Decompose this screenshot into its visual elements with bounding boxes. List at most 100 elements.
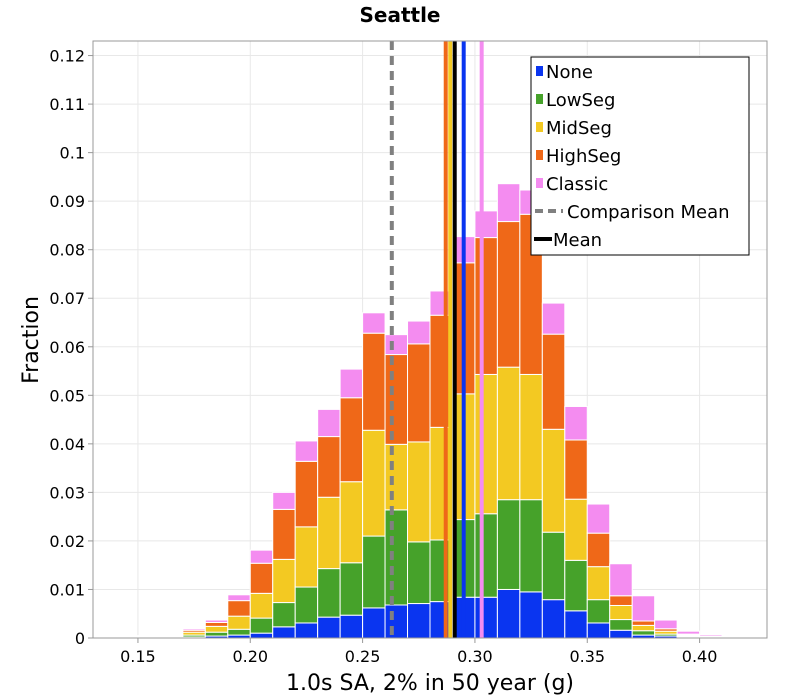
bar-midseg <box>317 496 341 570</box>
legend-swatch-lowseg <box>536 94 543 104</box>
bar-none <box>496 588 521 639</box>
y-tick-label: 0.02 <box>49 532 85 551</box>
bar-none <box>407 603 431 639</box>
legend-label-highseg: HighSeg <box>546 146 621 167</box>
bar-midseg <box>496 366 521 501</box>
bar-midseg <box>272 558 296 604</box>
legend-swatch-classic <box>536 178 543 188</box>
y-tick-label: 0.07 <box>49 289 85 308</box>
legend-label-mean: Mean <box>553 230 602 251</box>
bar-highseg <box>384 354 409 445</box>
bar-highseg <box>609 595 633 606</box>
legend-box <box>530 56 750 256</box>
legend-swatch-highseg <box>536 150 543 160</box>
bar-classic <box>317 408 341 438</box>
bar-classic <box>496 183 521 223</box>
bar-highseg <box>586 532 611 568</box>
y-tick-label: 0.09 <box>49 192 85 211</box>
bar-lowseg <box>586 599 611 624</box>
bar-midseg <box>474 373 498 515</box>
legend: None LowSeg MidSeg HighSeg Classic Comparison… <box>530 56 750 256</box>
bar-classic <box>541 302 566 335</box>
bar-none <box>586 622 611 639</box>
bar-lowseg <box>272 602 296 628</box>
bar-highseg <box>496 221 521 368</box>
bar-classic <box>564 405 588 441</box>
x-tick-label: 0.35 <box>569 647 605 666</box>
bar-classic <box>249 549 274 564</box>
y-axis-label: Fraction <box>19 296 44 384</box>
bar-lowseg <box>474 513 498 598</box>
legend-swatch-none <box>536 66 543 76</box>
bar-midseg <box>564 498 588 561</box>
legend-label-lowseg: LowSeg <box>546 90 615 111</box>
legend-label-none: None <box>546 62 593 83</box>
bar-none <box>474 596 498 639</box>
bar-highseg <box>631 620 656 626</box>
bar-lowseg <box>339 562 364 616</box>
x-tick-label: 0.15 <box>120 647 156 666</box>
bar-none <box>339 614 364 639</box>
bar-none <box>609 629 633 639</box>
bar-lowseg <box>564 559 588 612</box>
bar-midseg <box>407 441 431 543</box>
bar-lowseg <box>609 619 633 631</box>
bar-midseg <box>586 566 611 601</box>
bar-none <box>294 622 319 639</box>
bars-layer <box>137 183 746 639</box>
bar-classic <box>699 634 723 637</box>
x-tick-label: 0.20 <box>232 647 268 666</box>
bar-midseg <box>204 625 229 633</box>
bar-classic <box>631 595 656 622</box>
x-axis-label: 1.0s SA, 2% in 50 year (g) <box>286 671 574 696</box>
bar-none <box>384 604 409 639</box>
bar-classic <box>362 312 386 334</box>
bar-none <box>272 626 296 639</box>
bar-classic <box>586 503 611 534</box>
bar-lowseg <box>496 499 521 590</box>
legend-swatch-midseg <box>536 122 543 132</box>
bar-midseg <box>362 429 386 537</box>
chart-title: Seattle <box>359 3 440 27</box>
bar-classic <box>294 440 319 462</box>
bar-classic <box>654 619 678 630</box>
bar-classic <box>407 320 431 345</box>
bar-midseg <box>249 592 274 619</box>
bar-lowseg <box>294 586 319 624</box>
bar-highseg <box>204 621 229 627</box>
bar-classic <box>182 628 206 631</box>
bar-lowseg <box>362 535 386 609</box>
bar-highseg <box>227 600 251 617</box>
y-tick-label: 0.05 <box>49 386 85 405</box>
bar-highseg <box>407 343 431 443</box>
y-tick-label: 0 <box>75 629 85 648</box>
bar-midseg <box>227 615 251 630</box>
y-tick-label: 0.12 <box>49 47 85 66</box>
bar-none <box>564 610 588 639</box>
bar-classic <box>384 334 409 356</box>
y-tick-label: 0.03 <box>49 483 85 502</box>
bar-classic <box>676 630 701 635</box>
bar-classic <box>609 563 633 597</box>
x-tick-label: 0.30 <box>457 647 493 666</box>
bar-none <box>541 599 566 639</box>
vertical-lines-layer <box>389 41 484 638</box>
y-tick-label: 0.11 <box>49 95 85 114</box>
bar-lowseg <box>631 630 656 636</box>
bar-classic <box>159 633 184 636</box>
bar-classic <box>339 368 364 399</box>
bar-lowseg <box>249 617 274 634</box>
bar-midseg <box>384 443 409 511</box>
y-tick-label: 0.06 <box>49 338 85 357</box>
y-tick-label: 0.01 <box>49 580 85 599</box>
bar-highseg <box>339 397 364 483</box>
bar-highseg <box>294 460 319 528</box>
plot-frame <box>92 40 768 639</box>
bar-highseg <box>541 333 566 430</box>
legend-label-midseg: MidSeg <box>546 118 612 139</box>
x-axis-ticks: 0.15 0.20 0.25 0.30 0.35 0.40 <box>120 638 717 666</box>
bar-lowseg <box>204 631 229 637</box>
bar-highseg <box>249 562 274 594</box>
bar-midseg <box>541 428 566 533</box>
